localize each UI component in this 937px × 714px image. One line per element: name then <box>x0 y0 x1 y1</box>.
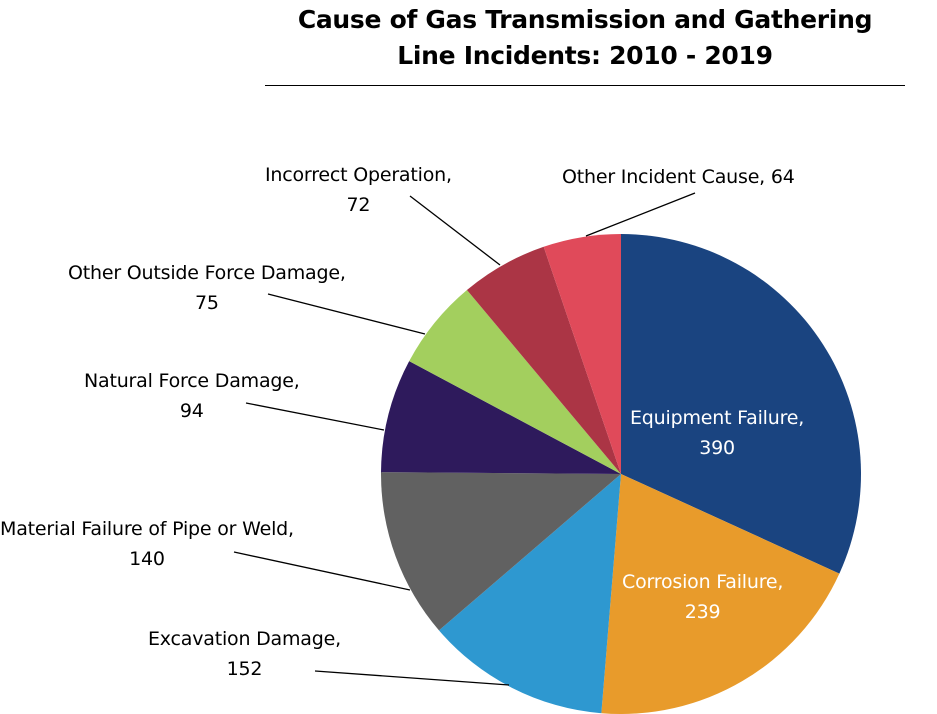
pie-slice-other-outside-force-damage <box>409 289 621 474</box>
pie-slice-natural-force-damage <box>381 361 621 474</box>
leader-line-incorrect-operation <box>409 195 501 266</box>
label-excavation-damage: Excavation Damage, 152 <box>148 628 341 680</box>
pie-slices <box>380 234 861 714</box>
label-natural-force-damage: Natural Force Damage, 94 <box>84 370 300 422</box>
chart-title-line-1: Cause of Gas Transmission and Gathering <box>297 5 873 34</box>
leader-line-natural-force <box>245 402 385 431</box>
label-other-incident-cause: Other Incident Cause, 64 <box>562 166 795 188</box>
leader-lines <box>233 192 696 686</box>
leader-line-other-outside-force <box>267 293 426 335</box>
label-corrosion-failure: Corrosion Failure, 239 <box>622 571 784 623</box>
pie-slice-material-failure-of-pipe-or-weld <box>380 472 621 631</box>
pie-slice-corrosion-failure <box>601 474 840 714</box>
pie-slice-other-incident-cause <box>543 234 621 474</box>
pie-slice-incorrect-operation <box>466 246 621 474</box>
chart-title-line-2: Line Incidents: 2010 - 2019 <box>397 41 773 70</box>
leader-line-excavation <box>314 670 510 686</box>
pie-slice-equipment-failure <box>621 234 861 574</box>
chart-title: Cause of Gas Transmission and Gathering … <box>265 2 905 74</box>
label-incorrect-operation: Incorrect Operation, 72 <box>265 164 452 216</box>
pie-slice-excavation-damage <box>438 474 621 714</box>
leader-line-other-incident <box>585 192 696 237</box>
label-material-failure: Material Failure of Pipe or Weld, 140 <box>0 518 294 570</box>
title-divider <box>265 85 905 86</box>
label-other-outside-force-damage: Other Outside Force Damage, 75 <box>68 262 346 314</box>
label-equipment-failure: Equipment Failure, 390 <box>630 407 805 459</box>
leader-line-material-failure <box>233 551 411 591</box>
